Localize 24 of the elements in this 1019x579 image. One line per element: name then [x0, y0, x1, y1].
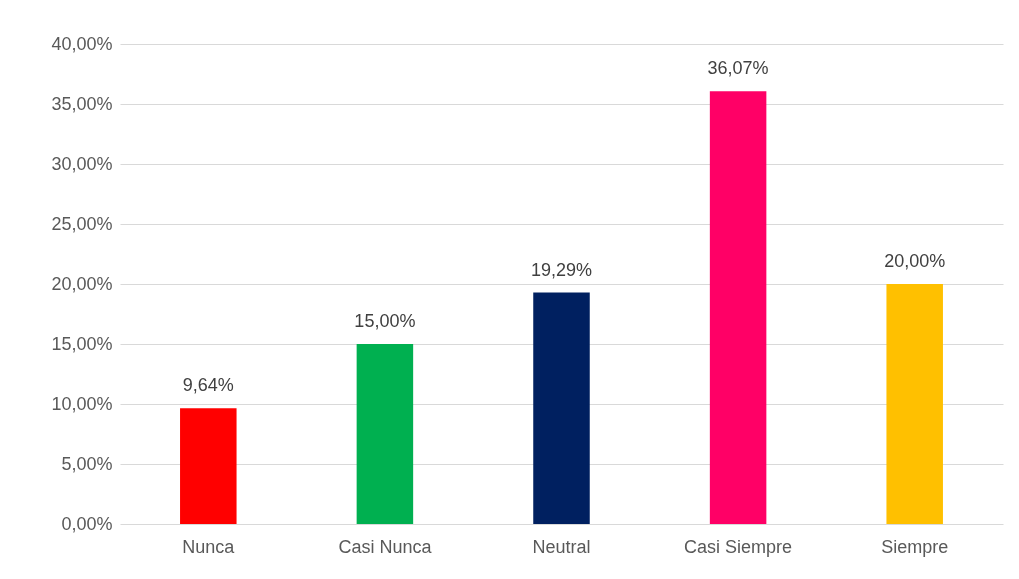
y-tick-label: 40,00%: [51, 33, 113, 54]
y-tick-label: 20,00%: [51, 273, 113, 294]
x-tick-label: Nunca: [182, 536, 236, 557]
bar: [180, 408, 237, 524]
y-tick-label: 5,00%: [61, 453, 113, 474]
bar: [886, 284, 943, 524]
y-tick-label: 10,00%: [51, 393, 113, 414]
y-tick-label: 25,00%: [51, 213, 113, 234]
y-tick-label: 30,00%: [51, 153, 113, 174]
data-label: 15,00%: [354, 311, 416, 331]
data-label: 19,29%: [530, 259, 593, 280]
x-tick-label: Siempre: [881, 536, 949, 557]
bar: [356, 344, 414, 524]
bar: [709, 91, 767, 524]
x-tick-label: Casi Siempre: [684, 536, 793, 557]
data-label: 36,07%: [707, 58, 769, 79]
x-tick-label: Neutral: [532, 536, 591, 557]
data-label: 9,64%: [182, 375, 234, 396]
y-tick-label: 0,00%: [61, 513, 113, 534]
y-tick-label: 35,00%: [51, 93, 113, 114]
x-tick-label: Casi Nunca: [338, 536, 433, 557]
data-label: 20,00%: [884, 251, 946, 271]
bar: [533, 292, 590, 524]
y-tick-label: 15,00%: [51, 333, 113, 354]
